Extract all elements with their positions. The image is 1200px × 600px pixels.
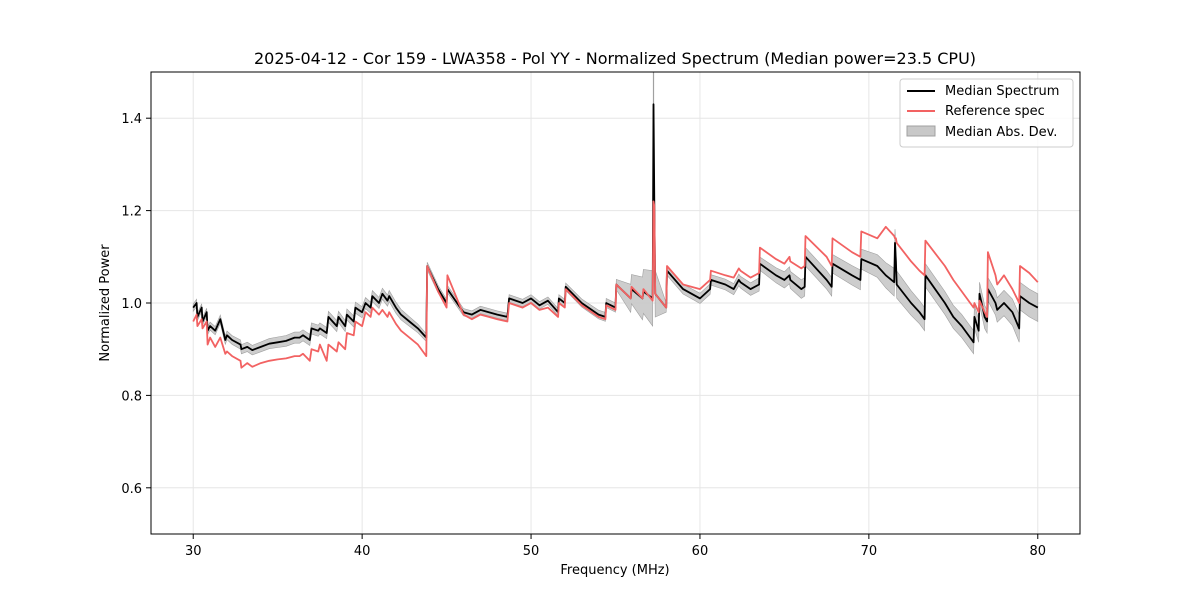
reference-spec-line: [192, 200, 1039, 369]
chart-title: 2025-04-12 - Cor 159 - LWA358 - Pol YY -…: [254, 49, 976, 68]
x-tick-label: 30: [185, 544, 202, 559]
y-tick-label: 1.4: [121, 112, 142, 127]
y-axis-label: Normalized Power: [98, 244, 113, 362]
legend: Median Spectrum Reference spec Median Ab…: [899, 78, 1074, 148]
y-tick-label: 0.6: [121, 482, 142, 497]
y-axis-ticks: 0.6 0.8 1.0 1.2 1.4: [121, 112, 151, 497]
x-axis-ticks: 30 40 50 60 70 80: [185, 534, 1046, 559]
x-tick-label: 60: [692, 544, 709, 559]
legend-reference-label: Reference spec: [945, 104, 1045, 119]
x-tick-label: 70: [861, 544, 878, 559]
y-tick-label: 1.0: [121, 297, 142, 312]
legend-frame: [899, 78, 1074, 148]
x-tick-label: 50: [523, 544, 540, 559]
x-tick-label: 80: [1029, 544, 1046, 559]
median-spectrum-line: [192, 103, 1039, 352]
legend-median-label: Median Spectrum: [945, 84, 1059, 99]
y-tick-label: 0.8: [121, 389, 142, 404]
legend-mad-label: Median Abs. Dev.: [945, 125, 1057, 140]
legend-mad-swatch: [906, 125, 936, 137]
series-layer: [192, 103, 1039, 369]
y-tick-label: 1.2: [121, 205, 142, 220]
x-axis-label: Frequency (MHz): [560, 563, 669, 578]
mad-band: [192, 78, 1039, 356]
x-tick-label: 40: [354, 544, 371, 559]
